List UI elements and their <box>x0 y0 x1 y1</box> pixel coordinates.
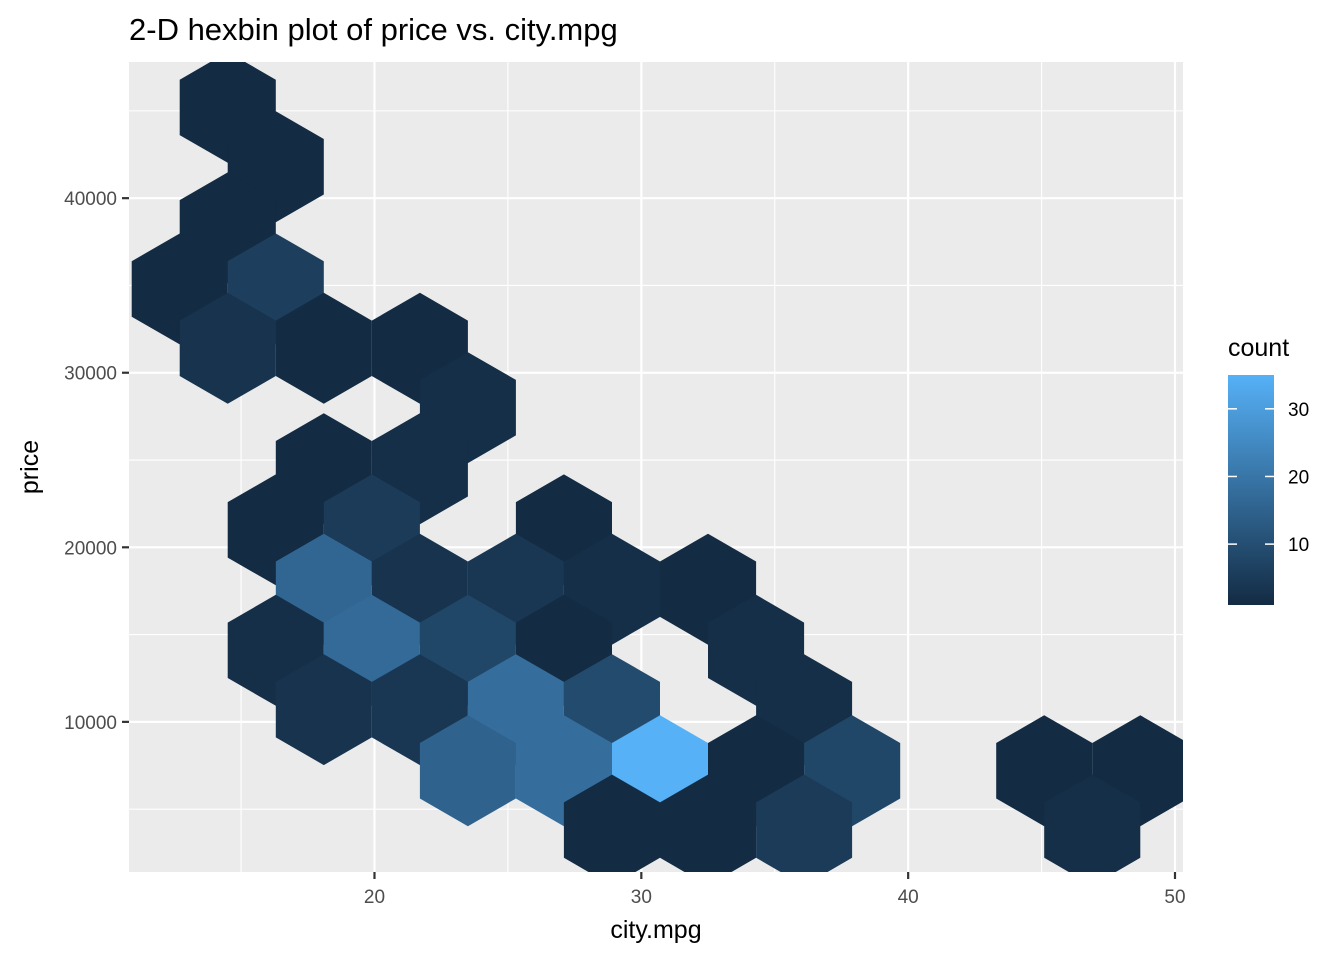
hexbin-cell <box>660 774 757 872</box>
hexbin-cell <box>419 715 516 827</box>
hexbin-cell <box>275 292 372 404</box>
legend-title: count <box>1228 334 1289 362</box>
x-tick-label: 20 <box>364 887 385 908</box>
y-axis-title: price <box>16 440 44 494</box>
chart-title: 2-D hexbin plot of price vs. city.mpg <box>129 12 618 47</box>
legend-ticks: 10 20 30 <box>1228 400 1309 556</box>
hexbin-cell <box>1044 774 1141 872</box>
legend-colorbar <box>1228 375 1274 605</box>
legend-tick-label: 30 <box>1288 400 1309 421</box>
hexbin-cell <box>563 774 660 872</box>
x-tick-label: 50 <box>1164 887 1185 908</box>
hexbin-cell <box>275 654 372 766</box>
x-axis: 20 30 40 50 <box>364 872 1186 908</box>
hexbin-cell <box>756 774 853 872</box>
y-axis: 10000 20000 30000 40000 <box>64 189 129 734</box>
y-tick-label: 20000 <box>64 538 117 559</box>
legend-tick-label: 10 <box>1288 535 1309 556</box>
x-axis-title: city.mpg <box>610 916 701 944</box>
y-tick-label: 40000 <box>64 189 117 210</box>
y-tick-label: 30000 <box>64 364 117 385</box>
hexbin-cells <box>131 62 1183 872</box>
hexbin-cell <box>179 292 276 404</box>
x-tick-label: 40 <box>898 887 919 908</box>
y-tick-label: 10000 <box>64 713 117 734</box>
color-legend: count 10 20 30 <box>1228 334 1309 605</box>
x-tick-label: 30 <box>631 887 652 908</box>
legend-tick-label: 20 <box>1288 467 1309 488</box>
